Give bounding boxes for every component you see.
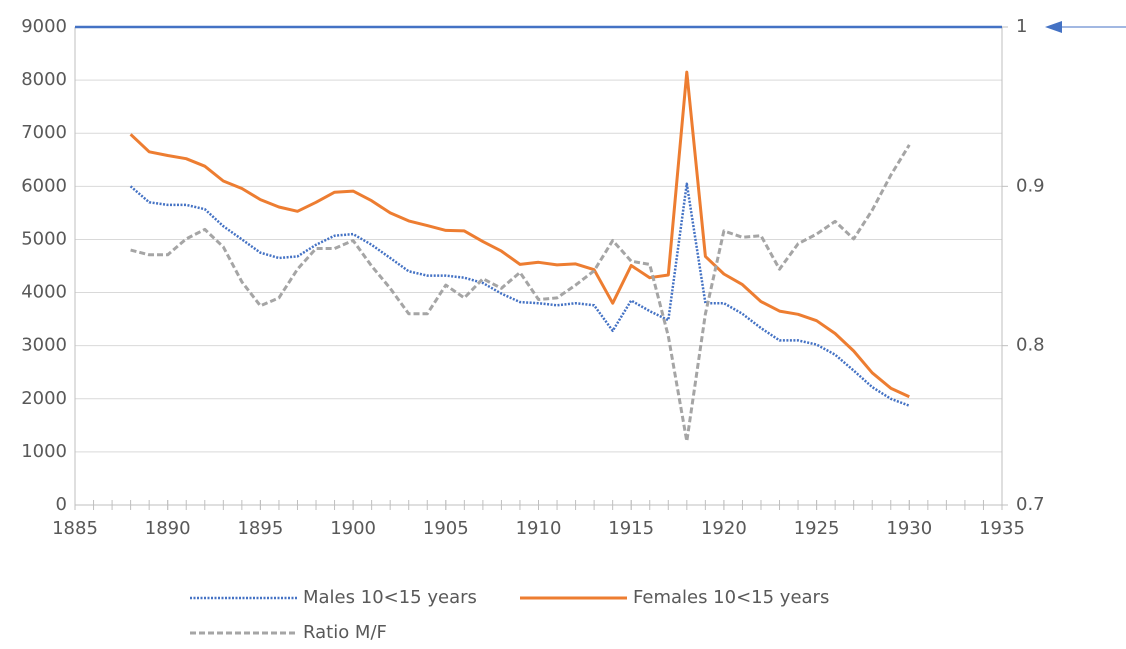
x-tick-label: 1920 [701,518,747,539]
y-tick-label: 9000 [21,16,67,37]
y2-tick-label: 0.8 [1016,335,1045,356]
y2-tick-label: 0.7 [1016,494,1045,515]
y-tick-label: 7000 [21,122,67,143]
y-tick-label: 4000 [21,282,67,303]
arrow-head [1045,21,1062,33]
x-tick-label: 1910 [516,518,562,539]
series-line [129,70,910,399]
series-line [130,144,911,443]
y-tick-label: 6000 [21,175,67,196]
legend-label: Females 10<15 years [633,587,829,608]
y-tick-label: 5000 [21,228,67,249]
x-tick-label: 1885 [52,518,98,539]
x-tick-label: 1905 [423,518,469,539]
y-tick-label: 3000 [21,335,67,356]
x-tick-label: 1935 [979,518,1025,539]
series-line [129,182,910,407]
legend-label: Ratio M/F [303,622,387,643]
x-tick-label: 1900 [330,518,376,539]
y2-tick-label: 0.9 [1016,175,1045,196]
x-tick-label: 1895 [237,518,283,539]
x-tick-label: 1930 [886,518,932,539]
y2-tick-label: 1 [1016,16,1027,37]
y-tick-label: 2000 [21,388,67,409]
y-tick-label: 1000 [21,441,67,462]
x-tick-label: 1925 [794,518,840,539]
x-tick-label: 1915 [608,518,654,539]
x-tick-label: 1890 [145,518,191,539]
y-tick-label: 0 [56,494,67,515]
legend-label: Males 10<15 years [303,587,477,608]
y-tick-label: 8000 [21,69,67,90]
